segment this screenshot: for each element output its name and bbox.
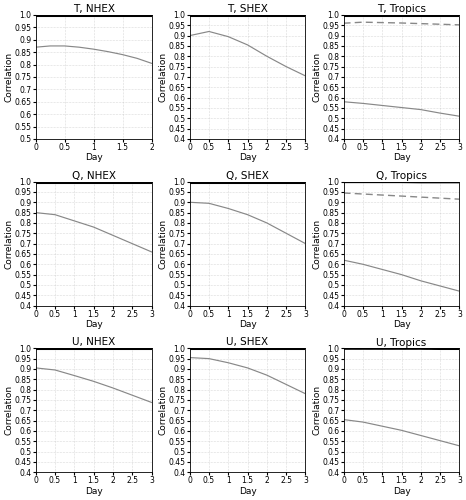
- Y-axis label: Correlation: Correlation: [4, 385, 13, 436]
- Title: T, SHEX: T, SHEX: [227, 4, 268, 14]
- Y-axis label: Correlation: Correlation: [312, 52, 321, 102]
- X-axis label: Day: Day: [239, 320, 256, 329]
- X-axis label: Day: Day: [239, 487, 256, 496]
- Y-axis label: Correlation: Correlation: [158, 385, 167, 436]
- Y-axis label: Correlation: Correlation: [312, 385, 321, 436]
- Title: T, NHEX: T, NHEX: [73, 4, 115, 14]
- Title: T, Tropics: T, Tropics: [377, 4, 426, 14]
- X-axis label: Day: Day: [85, 320, 103, 329]
- X-axis label: Day: Day: [239, 154, 256, 162]
- Y-axis label: Correlation: Correlation: [312, 218, 321, 268]
- Title: Q, NHEX: Q, NHEX: [72, 171, 116, 181]
- X-axis label: Day: Day: [393, 487, 411, 496]
- Title: U, SHEX: U, SHEX: [226, 338, 268, 347]
- X-axis label: Day: Day: [85, 154, 103, 162]
- X-axis label: Day: Day: [85, 487, 103, 496]
- Title: U, Tropics: U, Tropics: [377, 338, 427, 347]
- Y-axis label: Correlation: Correlation: [158, 218, 167, 268]
- Title: Q, SHEX: Q, SHEX: [226, 171, 269, 181]
- X-axis label: Day: Day: [393, 154, 411, 162]
- Y-axis label: Correlation: Correlation: [158, 52, 167, 102]
- X-axis label: Day: Day: [393, 320, 411, 329]
- Y-axis label: Correlation: Correlation: [4, 218, 13, 268]
- Y-axis label: Correlation: Correlation: [4, 52, 13, 102]
- Title: U, NHEX: U, NHEX: [72, 338, 115, 347]
- Title: Q, Tropics: Q, Tropics: [376, 171, 427, 181]
